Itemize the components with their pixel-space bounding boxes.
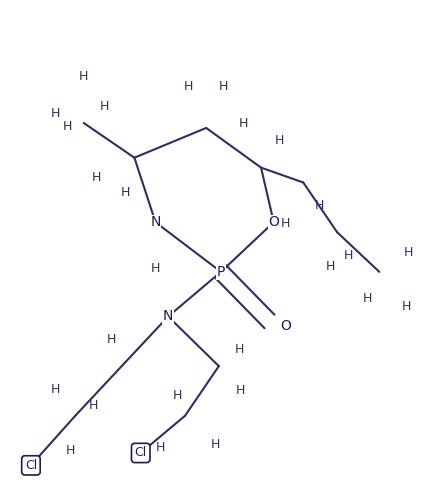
Text: Cl: Cl (25, 459, 37, 472)
Text: H: H (121, 186, 130, 199)
Text: N: N (163, 309, 173, 323)
Text: H: H (88, 399, 98, 412)
Text: Cl: Cl (135, 447, 147, 460)
Text: H: H (100, 100, 109, 113)
Text: O: O (280, 319, 291, 333)
Text: H: H (281, 217, 291, 230)
Text: H: H (343, 249, 353, 262)
Text: H: H (236, 384, 245, 397)
Text: H: H (184, 80, 193, 93)
Text: H: H (403, 247, 413, 259)
Text: H: H (66, 444, 75, 457)
Text: H: H (363, 292, 373, 305)
Text: H: H (62, 120, 72, 133)
Text: H: H (173, 389, 183, 402)
Text: N: N (150, 215, 161, 229)
Text: H: H (314, 199, 324, 212)
Text: H: H (402, 300, 411, 313)
Text: H: H (219, 80, 228, 93)
Text: H: H (326, 260, 335, 273)
Text: H: H (107, 333, 116, 346)
Text: H: H (235, 343, 244, 356)
Text: H: H (79, 70, 88, 83)
Text: H: H (156, 441, 165, 454)
Text: H: H (151, 262, 160, 275)
Text: H: H (275, 134, 284, 147)
Text: H: H (50, 383, 60, 396)
Text: H: H (239, 117, 248, 130)
Text: O: O (268, 215, 279, 229)
Text: P: P (217, 265, 225, 279)
Text: H: H (92, 171, 102, 184)
Text: H: H (50, 107, 60, 120)
Text: H: H (210, 438, 220, 451)
